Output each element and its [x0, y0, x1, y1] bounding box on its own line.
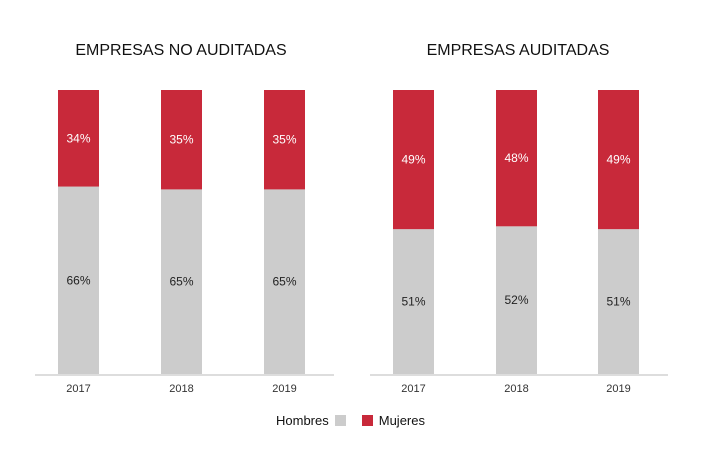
bar-mujeres-2018	[161, 90, 202, 190]
bar-hombres-2017	[58, 186, 99, 374]
x-tick-label: 2017	[66, 383, 90, 395]
data-label: 52%	[504, 293, 528, 307]
data-label: 51%	[606, 295, 630, 309]
data-label: 49%	[401, 153, 425, 167]
data-label: 34%	[66, 131, 90, 145]
legend-label-mujeres: Mujeres	[378, 412, 425, 428]
legend-label-hombres: Hombres	[276, 412, 329, 428]
bar-mujeres-2018	[496, 90, 537, 227]
data-label: 65%	[272, 275, 296, 289]
bar-mujeres-2019	[264, 90, 305, 190]
bar-hombres-2019	[598, 229, 639, 374]
data-label: 51%	[401, 295, 425, 309]
data-label: 35%	[272, 133, 296, 147]
bar-hombres-2017	[393, 229, 434, 374]
legend-swatch-hombres	[334, 414, 346, 426]
data-label: 65%	[169, 275, 193, 289]
bar-hombres-2018	[496, 226, 537, 374]
bar-hombres-2018	[161, 189, 202, 374]
chart-panel-2: EMPRESAS AUDITADAS 51% 49% 2017 52% 48% 2018 51…	[370, 42, 668, 395]
legend: Hombres Mujeres	[0, 410, 701, 430]
bar-hombres-2019	[264, 189, 305, 374]
data-label: 66%	[66, 273, 90, 287]
data-label: 35%	[169, 133, 193, 147]
chart-panel-1: EMPRESAS NO AUDITADAS 66% 34% 2017 65% 35% 201…	[35, 42, 334, 395]
bar-mujeres-2017	[393, 90, 434, 230]
x-tick-label: 2017	[401, 383, 425, 395]
data-label: 49%	[606, 153, 630, 167]
bar-mujeres-2017	[58, 90, 99, 187]
chart-title: EMPRESAS AUDITADAS	[427, 42, 610, 59]
data-label: 48%	[504, 151, 528, 165]
bar-mujeres-2019	[598, 90, 639, 230]
chart-title: EMPRESAS NO AUDITADAS	[75, 42, 286, 59]
x-tick-label: 2018	[169, 383, 193, 395]
legend-swatch-mujeres	[361, 414, 373, 426]
x-tick-label: 2018	[504, 383, 528, 395]
x-tick-label: 2019	[606, 383, 630, 395]
x-tick-label: 2019	[272, 383, 296, 395]
